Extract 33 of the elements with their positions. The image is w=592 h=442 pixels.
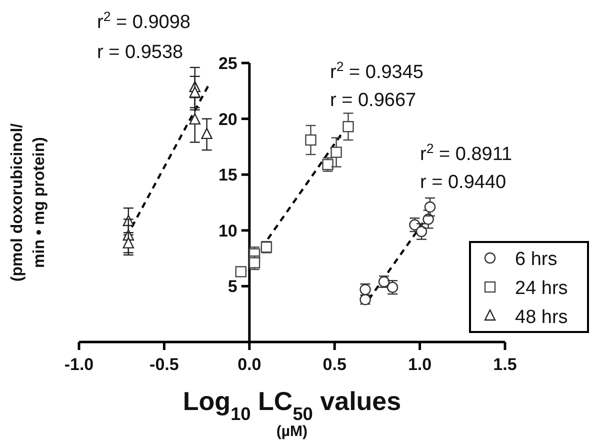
annotation: r = 0.9538: [97, 42, 184, 63]
y-tick-label: 15: [218, 166, 238, 185]
x-tick-label: 0.5: [322, 355, 346, 374]
point: [416, 226, 428, 238]
y-tick-label: 20: [218, 110, 238, 129]
x-tick-label: -1.0: [64, 355, 94, 374]
x-tick-label: -0.5: [150, 355, 179, 374]
x-axis-title: Log$_{10}$ LC$_{50}$ values (µM): [182, 386, 402, 440]
y-tick-label: 25: [218, 54, 238, 73]
point: [330, 146, 342, 158]
y-tick-label: 5: [228, 277, 238, 296]
annotation: r$^{2}$ = 0.9345: [330, 58, 424, 83]
point: [189, 86, 200, 98]
x-tick-label: 1.0: [408, 355, 432, 374]
legend-label: 6 hrs: [515, 249, 558, 270]
text: r$^{2}$ = 0.9098: [97, 8, 191, 33]
point: [342, 121, 354, 132]
y-tick-label: 10: [218, 221, 238, 240]
legend-label: 24 hrs: [515, 278, 568, 299]
point: [189, 113, 200, 125]
point: [235, 266, 246, 278]
point: [305, 134, 316, 146]
annotation: r$^{2}$ = 0.8911: [420, 140, 512, 165]
point: [424, 201, 436, 213]
x-tick-label: 1.5: [493, 355, 517, 374]
legend-label: 48 hrs: [515, 307, 568, 328]
annotation: r = 0.9440: [420, 172, 506, 193]
point: [201, 128, 212, 140]
point: [122, 237, 134, 248]
x-tick-label: 0.0: [238, 355, 262, 374]
y-axis-title: (pmol doxorubicinol/ min • mg protein): [9, 122, 48, 282]
point: [248, 257, 260, 268]
annotation: r = 0.9667: [330, 90, 416, 111]
